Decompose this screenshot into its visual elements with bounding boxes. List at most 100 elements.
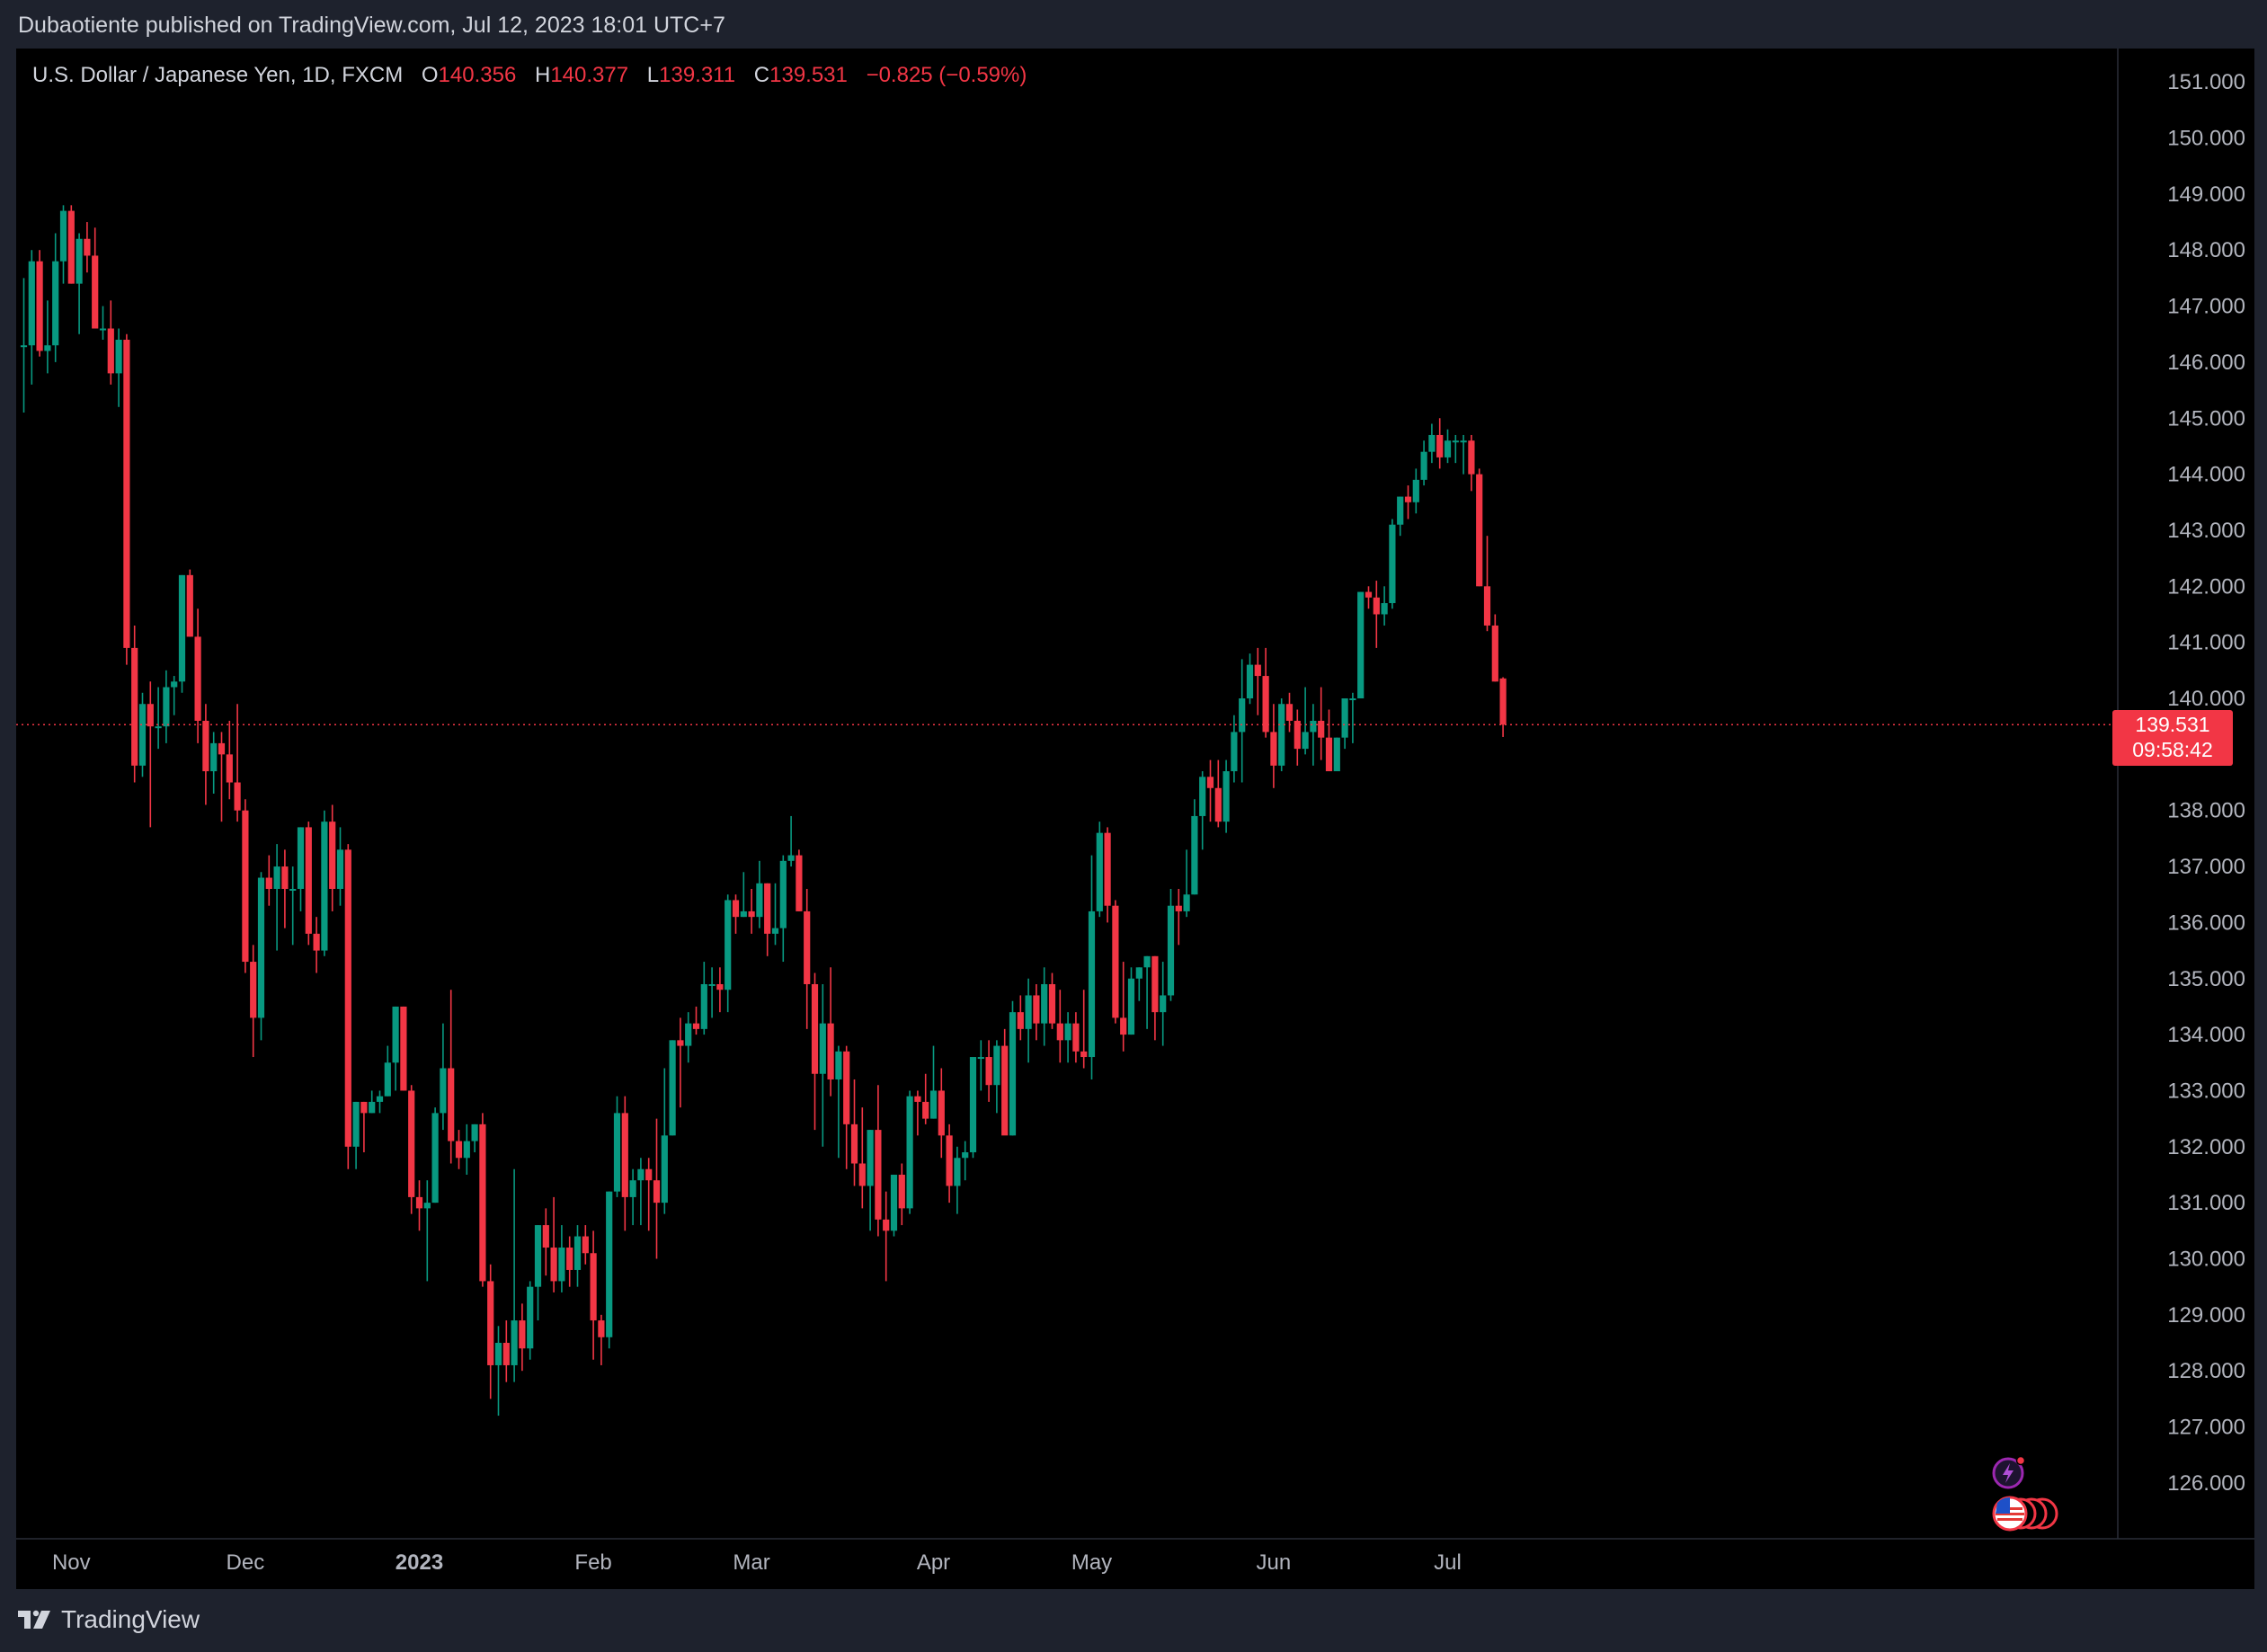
candle-body <box>1009 1012 1017 1136</box>
candle-body <box>479 1124 486 1282</box>
price-tick-label: 127.000 <box>2167 1416 2245 1440</box>
candle-body <box>621 1113 628 1197</box>
legend-open-value: 140.356 <box>438 63 517 87</box>
candle-body <box>1381 603 1388 615</box>
candle-body <box>1270 732 1277 766</box>
candle-body <box>598 1320 605 1337</box>
candle-body <box>448 1068 455 1141</box>
price-tick-label: 138.000 <box>2167 799 2245 823</box>
candle-body <box>369 1101 376 1114</box>
candle-body <box>147 704 154 727</box>
candle-body <box>692 1023 700 1029</box>
candle-body <box>265 877 272 889</box>
candle-body <box>1112 905 1119 1018</box>
legend-low-label: L <box>646 63 660 87</box>
price-tick-label: 146.000 <box>2167 351 2245 375</box>
tradingview-logo[interactable]: TradingView <box>18 1605 200 1634</box>
candle-body <box>1483 586 1491 626</box>
symbol-legend: U.S. Dollar / Japanese Yen, 1D, FXCM O14… <box>32 63 1027 88</box>
candle-body <box>344 849 351 1147</box>
candle-body <box>336 849 344 889</box>
chart-area[interactable]: 151.000 150.000 149.000 148.000 147.000 146.0… <box>16 49 2254 1589</box>
candle-body <box>929 1090 938 1119</box>
candle-body <box>645 1168 653 1181</box>
candle-body <box>257 877 265 1018</box>
candle-body <box>1017 1012 1024 1029</box>
candle-body <box>748 910 755 918</box>
candle-body <box>938 1090 945 1136</box>
candle-body <box>779 860 787 928</box>
candle-body <box>1135 967 1142 979</box>
price-axis[interactable]: 151.000 150.000 149.000 148.000 147.000 146.0… <box>2167 70 2245 1496</box>
candle-body <box>123 339 130 648</box>
candle-body <box>471 1124 478 1141</box>
candle-body <box>969 1057 977 1153</box>
candle-body <box>1294 720 1301 750</box>
candle-body <box>1143 955 1151 968</box>
time-tick-label: Nov <box>52 1550 91 1575</box>
candle-body <box>155 726 162 729</box>
candle-body <box>1167 905 1175 996</box>
candles-group <box>20 205 1507 1417</box>
candle-body <box>787 855 795 861</box>
candle-body <box>1365 591 1373 598</box>
time-axis[interactable]: Nov Dec 2023 Feb Mar Apr May Jun Jul <box>52 1550 1462 1575</box>
candle-body <box>764 883 771 934</box>
candle-body <box>550 1248 557 1282</box>
candle-body <box>44 345 51 351</box>
candle-body <box>527 1286 534 1349</box>
candle-body <box>954 1158 961 1186</box>
candle-body <box>423 1203 431 1209</box>
candle-body <box>827 1023 834 1079</box>
price-tick-label: 140.000 <box>2167 687 2245 711</box>
legend-open-label: O <box>421 63 439 87</box>
candle-body <box>84 238 91 256</box>
candle-body <box>1096 832 1103 911</box>
candle-body <box>321 822 328 951</box>
candle-body <box>178 574 186 682</box>
candle-body <box>218 742 226 755</box>
price-tick-label: 130.000 <box>2167 1247 2245 1271</box>
candle-body <box>850 1124 858 1164</box>
candle-body <box>1349 698 1356 701</box>
candle-body <box>226 754 233 783</box>
candle-body <box>1278 704 1285 766</box>
us-flag-event-icon[interactable] <box>1990 1494 2073 1532</box>
price-tick-label: 131.000 <box>2167 1191 2245 1215</box>
time-tick-label: Jul <box>1434 1550 1462 1575</box>
candle-body <box>1468 440 1475 475</box>
candle-body <box>1373 597 1380 615</box>
candlestick-chart[interactable]: 151.000 150.000 149.000 148.000 147.000 146.0… <box>16 49 2254 1589</box>
candle-body <box>542 1225 549 1248</box>
candle-body <box>313 933 320 951</box>
candle-body <box>186 574 193 637</box>
candle-body <box>1025 995 1032 1029</box>
candle-body <box>360 1101 368 1114</box>
lightning-event-icon[interactable] <box>1992 1454 2026 1489</box>
candle-body <box>440 1068 447 1114</box>
candle-body <box>677 1040 684 1046</box>
candle-body <box>1460 440 1467 443</box>
candle-body <box>463 1141 470 1159</box>
candle-body <box>566 1248 573 1270</box>
candle-body <box>732 900 740 918</box>
candle-body <box>914 1096 921 1102</box>
candle-body <box>1104 832 1111 906</box>
candle-body <box>1285 704 1294 721</box>
candle-body <box>138 704 147 766</box>
candle-body <box>305 827 312 934</box>
candle-body <box>898 1174 905 1209</box>
price-tick-label: 128.000 <box>2167 1359 2245 1383</box>
candle-body <box>376 1096 384 1102</box>
candle-body <box>843 1051 850 1124</box>
legend-high-label: H <box>534 63 551 87</box>
candle-body <box>400 1006 407 1091</box>
candle-body <box>1318 720 1325 738</box>
candle-body <box>250 962 257 1018</box>
candle-body <box>1080 1051 1088 1058</box>
candle-body <box>1072 1023 1080 1052</box>
candle-body <box>756 883 763 918</box>
legend-close-label: C <box>753 63 770 87</box>
candle-body <box>384 1062 391 1097</box>
price-tick-label: 133.000 <box>2167 1079 2245 1103</box>
